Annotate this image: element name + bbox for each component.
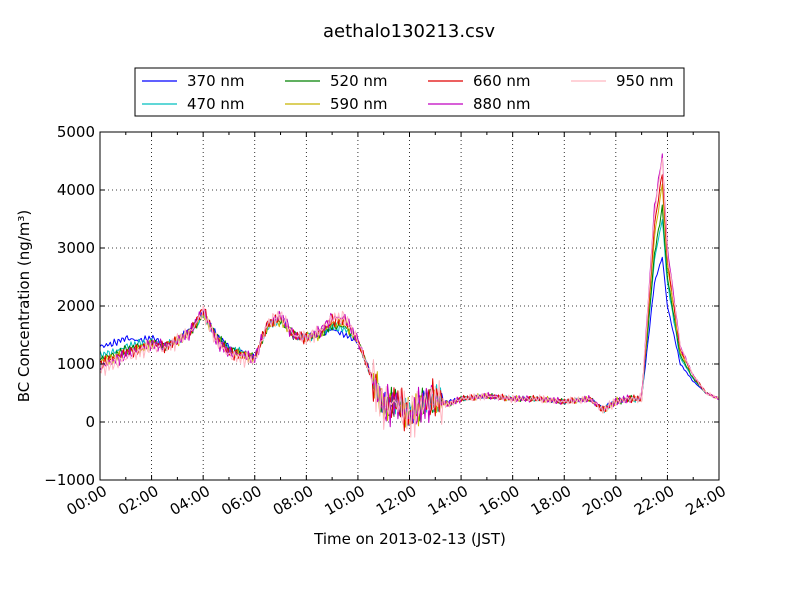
y-tick-label: −1000 <box>44 471 95 489</box>
series-lines <box>100 153 719 438</box>
series-line-950-nm <box>100 157 719 438</box>
y-tick-label: 3000 <box>57 239 95 257</box>
legend-label: 660 nm <box>473 72 531 90</box>
legend-label: 590 nm <box>330 95 388 113</box>
y-tick-label: 0 <box>85 413 95 431</box>
legend-label: 880 nm <box>473 95 531 113</box>
y-tick-label: 1000 <box>57 355 95 373</box>
legend-box <box>134 67 685 117</box>
y-axis-title: BC Concentration (ng/m³) <box>15 210 33 403</box>
y-tick-label: 4000 <box>57 181 95 199</box>
y-tick-label: 2000 <box>57 297 95 315</box>
y-tick-label: 5000 <box>57 123 95 141</box>
legend-label: 470 nm <box>187 95 245 113</box>
legend-label: 520 nm <box>330 72 388 90</box>
chart-title: aethalo130213.csv <box>323 21 495 42</box>
legend: 370 nm 470 nm 520 nm 590 nm 660 nm 880 nm 950 … <box>134 67 685 117</box>
x-axis-title: Time on 2013-02-13 (JST) <box>313 530 506 548</box>
legend-label: 370 nm <box>187 72 245 90</box>
legend-label: 950 nm <box>616 72 674 90</box>
